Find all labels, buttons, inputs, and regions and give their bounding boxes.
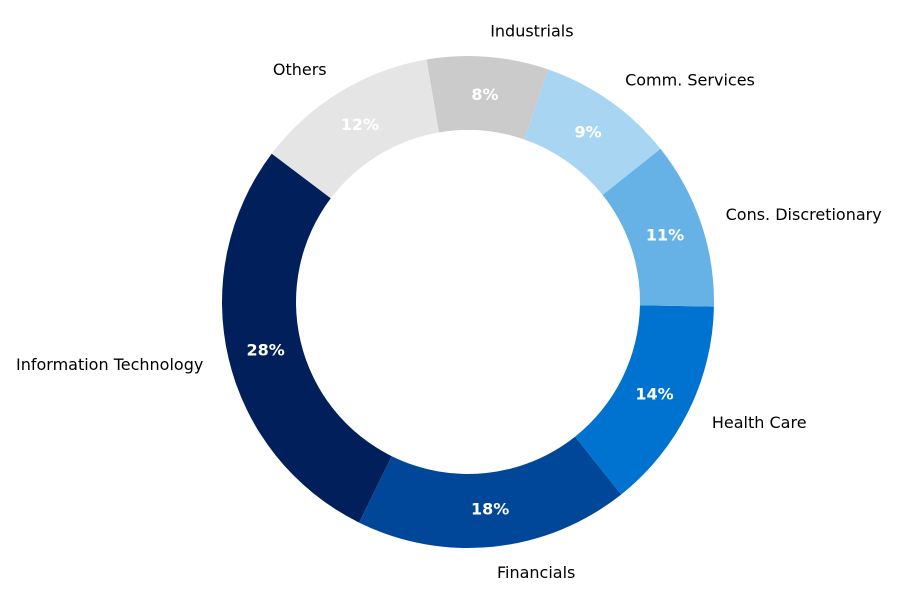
slice-industrials: [426, 56, 549, 140]
category-label-financials: Financials: [497, 563, 575, 582]
pct-label-others: 12%: [341, 115, 379, 134]
category-label-industrials: Industrials: [490, 21, 573, 40]
slices-group: [222, 56, 714, 548]
category-label-information-technology: Information Technology: [16, 355, 203, 374]
pct-label-information-technology: 28%: [246, 340, 284, 359]
slice-comm-services: [524, 69, 661, 195]
slice-health-care: [575, 305, 714, 495]
category-labels-group: Information Technology Financials Health C…: [16, 21, 882, 582]
pct-label-industrials: 8%: [471, 85, 498, 104]
category-label-comm-services: Comm. Services: [625, 70, 755, 89]
category-label-health-care: Health Care: [712, 413, 807, 432]
percent-labels-group: 28% 18% 14% 11% 9% 8% 12%: [246, 85, 684, 518]
pct-label-health-care: 14%: [635, 385, 673, 404]
category-label-cons-discretionary: Cons. Discretionary: [726, 205, 882, 224]
slice-financials: [359, 436, 622, 548]
pct-label-financials: 18%: [471, 499, 509, 518]
pct-label-comm-services: 9%: [575, 123, 602, 142]
slice-information-technology: [222, 153, 392, 523]
pct-label-cons-discretionary: 11%: [646, 226, 684, 245]
slice-cons-discretionary: [602, 148, 714, 307]
slice-others: [271, 59, 439, 199]
category-label-others: Others: [273, 60, 327, 79]
